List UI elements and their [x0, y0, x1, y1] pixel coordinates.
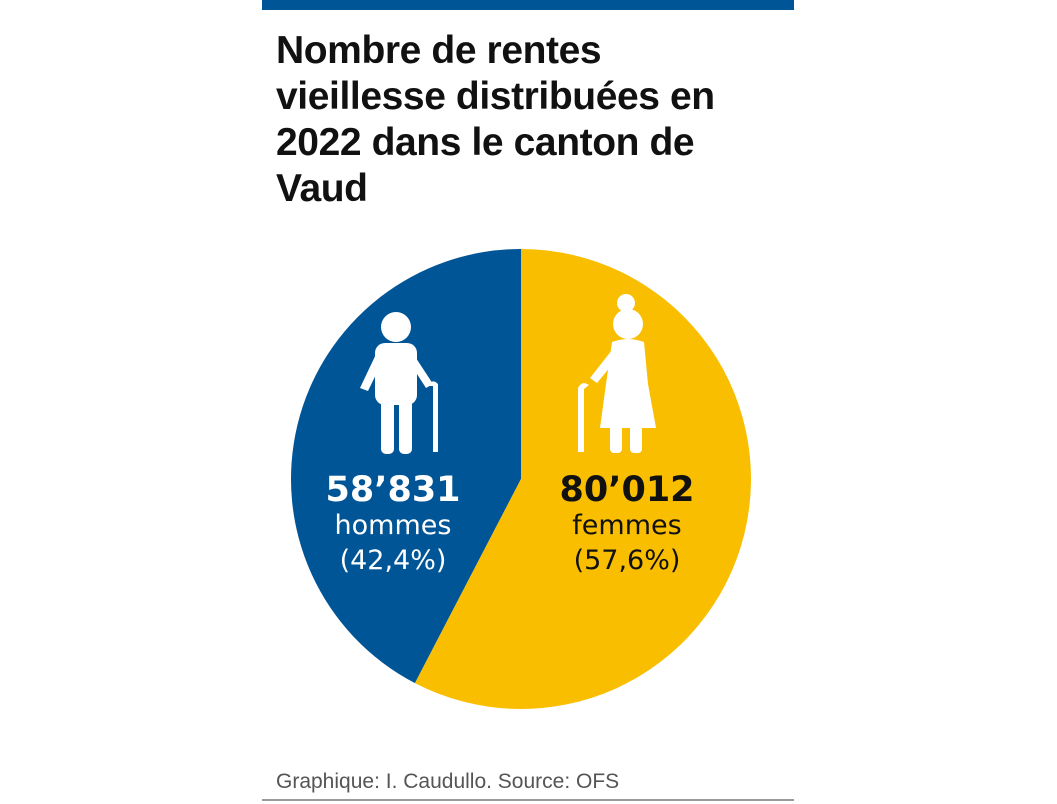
pie-slice-hommes — [291, 249, 521, 684]
label-femmes: 80’012 femmes (57,6%) — [559, 470, 694, 576]
percent-femmes: (57,6%) — [574, 545, 681, 576]
bottom-divider — [262, 799, 794, 801]
label-hommes: 58’831 hommes (42,4%) — [325, 470, 460, 576]
category-femmes: femmes — [572, 510, 681, 541]
chart-title: Nombre de rentes vieillesse distribuées … — [276, 29, 715, 210]
source-credit: Graphique: I. Caudullo. Source: OFS — [276, 770, 620, 793]
elderly-woman-cane-icon — [578, 294, 656, 453]
value-hommes: 58’831 — [325, 470, 460, 510]
value-femmes: 80’012 — [559, 470, 694, 510]
percent-hommes: (42,4%) — [340, 545, 447, 576]
elderly-man-cane-icon — [360, 312, 438, 454]
pie-slice-femmes — [414, 249, 751, 709]
category-hommes: hommes — [335, 510, 452, 541]
top-accent-bar — [262, 0, 794, 10]
